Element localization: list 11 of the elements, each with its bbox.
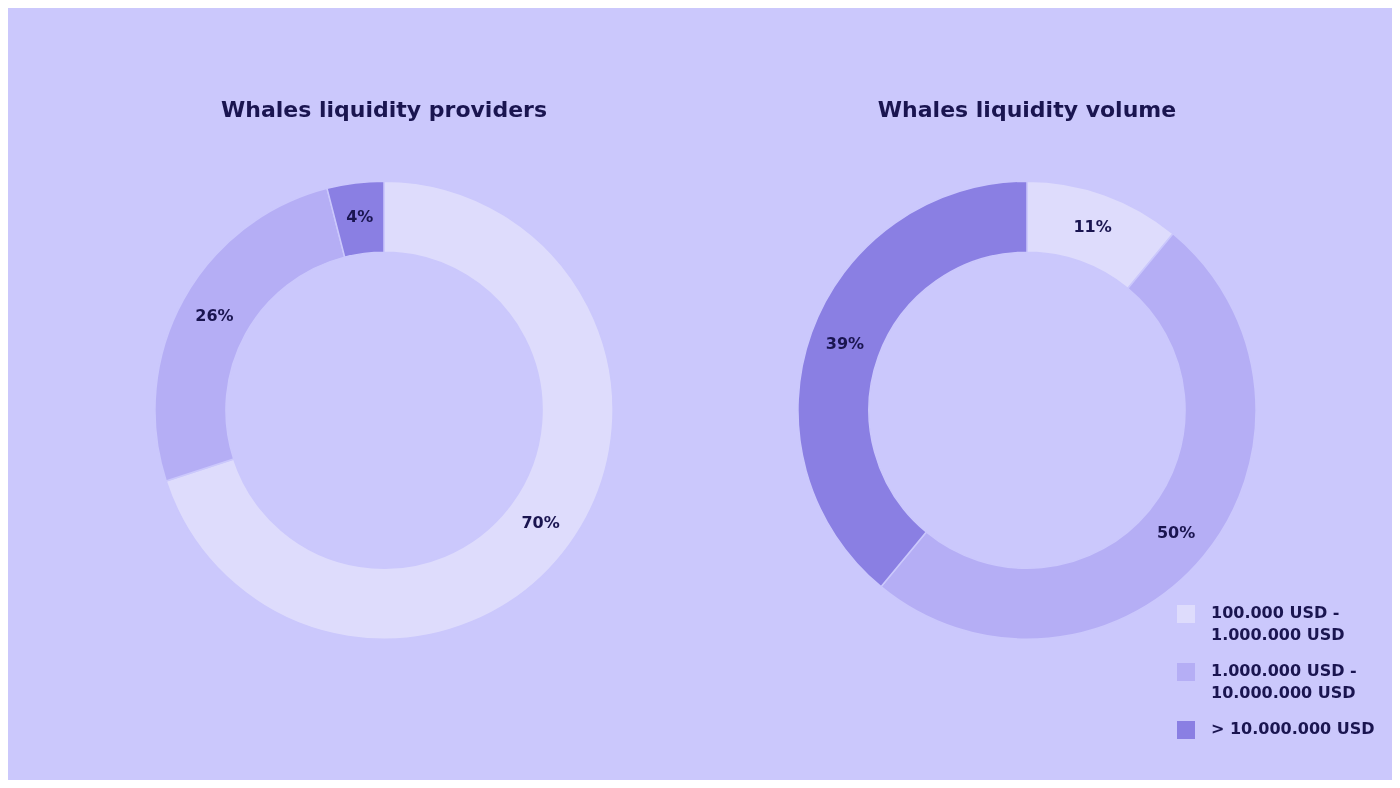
data-label: 50% — [1156, 522, 1196, 542]
chart-title: Whales liquidity volume — [877, 96, 1177, 122]
chart-title: Whales liquidity providers — [220, 96, 548, 122]
data-label: 70% — [521, 513, 560, 533]
data-label: 26% — [195, 306, 234, 326]
legend-label: 100.000 USD - 1.000.000 USD — [1211, 602, 1346, 646]
legend-label: 1.000.000 USD - 10.000.000 USD — [1211, 660, 1358, 704]
data-label: 4% — [346, 207, 374, 227]
data-label: 39% — [825, 333, 865, 353]
data-label: 11% — [1073, 217, 1112, 237]
legend-label: > 10.000.000 USD — [1211, 718, 1375, 740]
